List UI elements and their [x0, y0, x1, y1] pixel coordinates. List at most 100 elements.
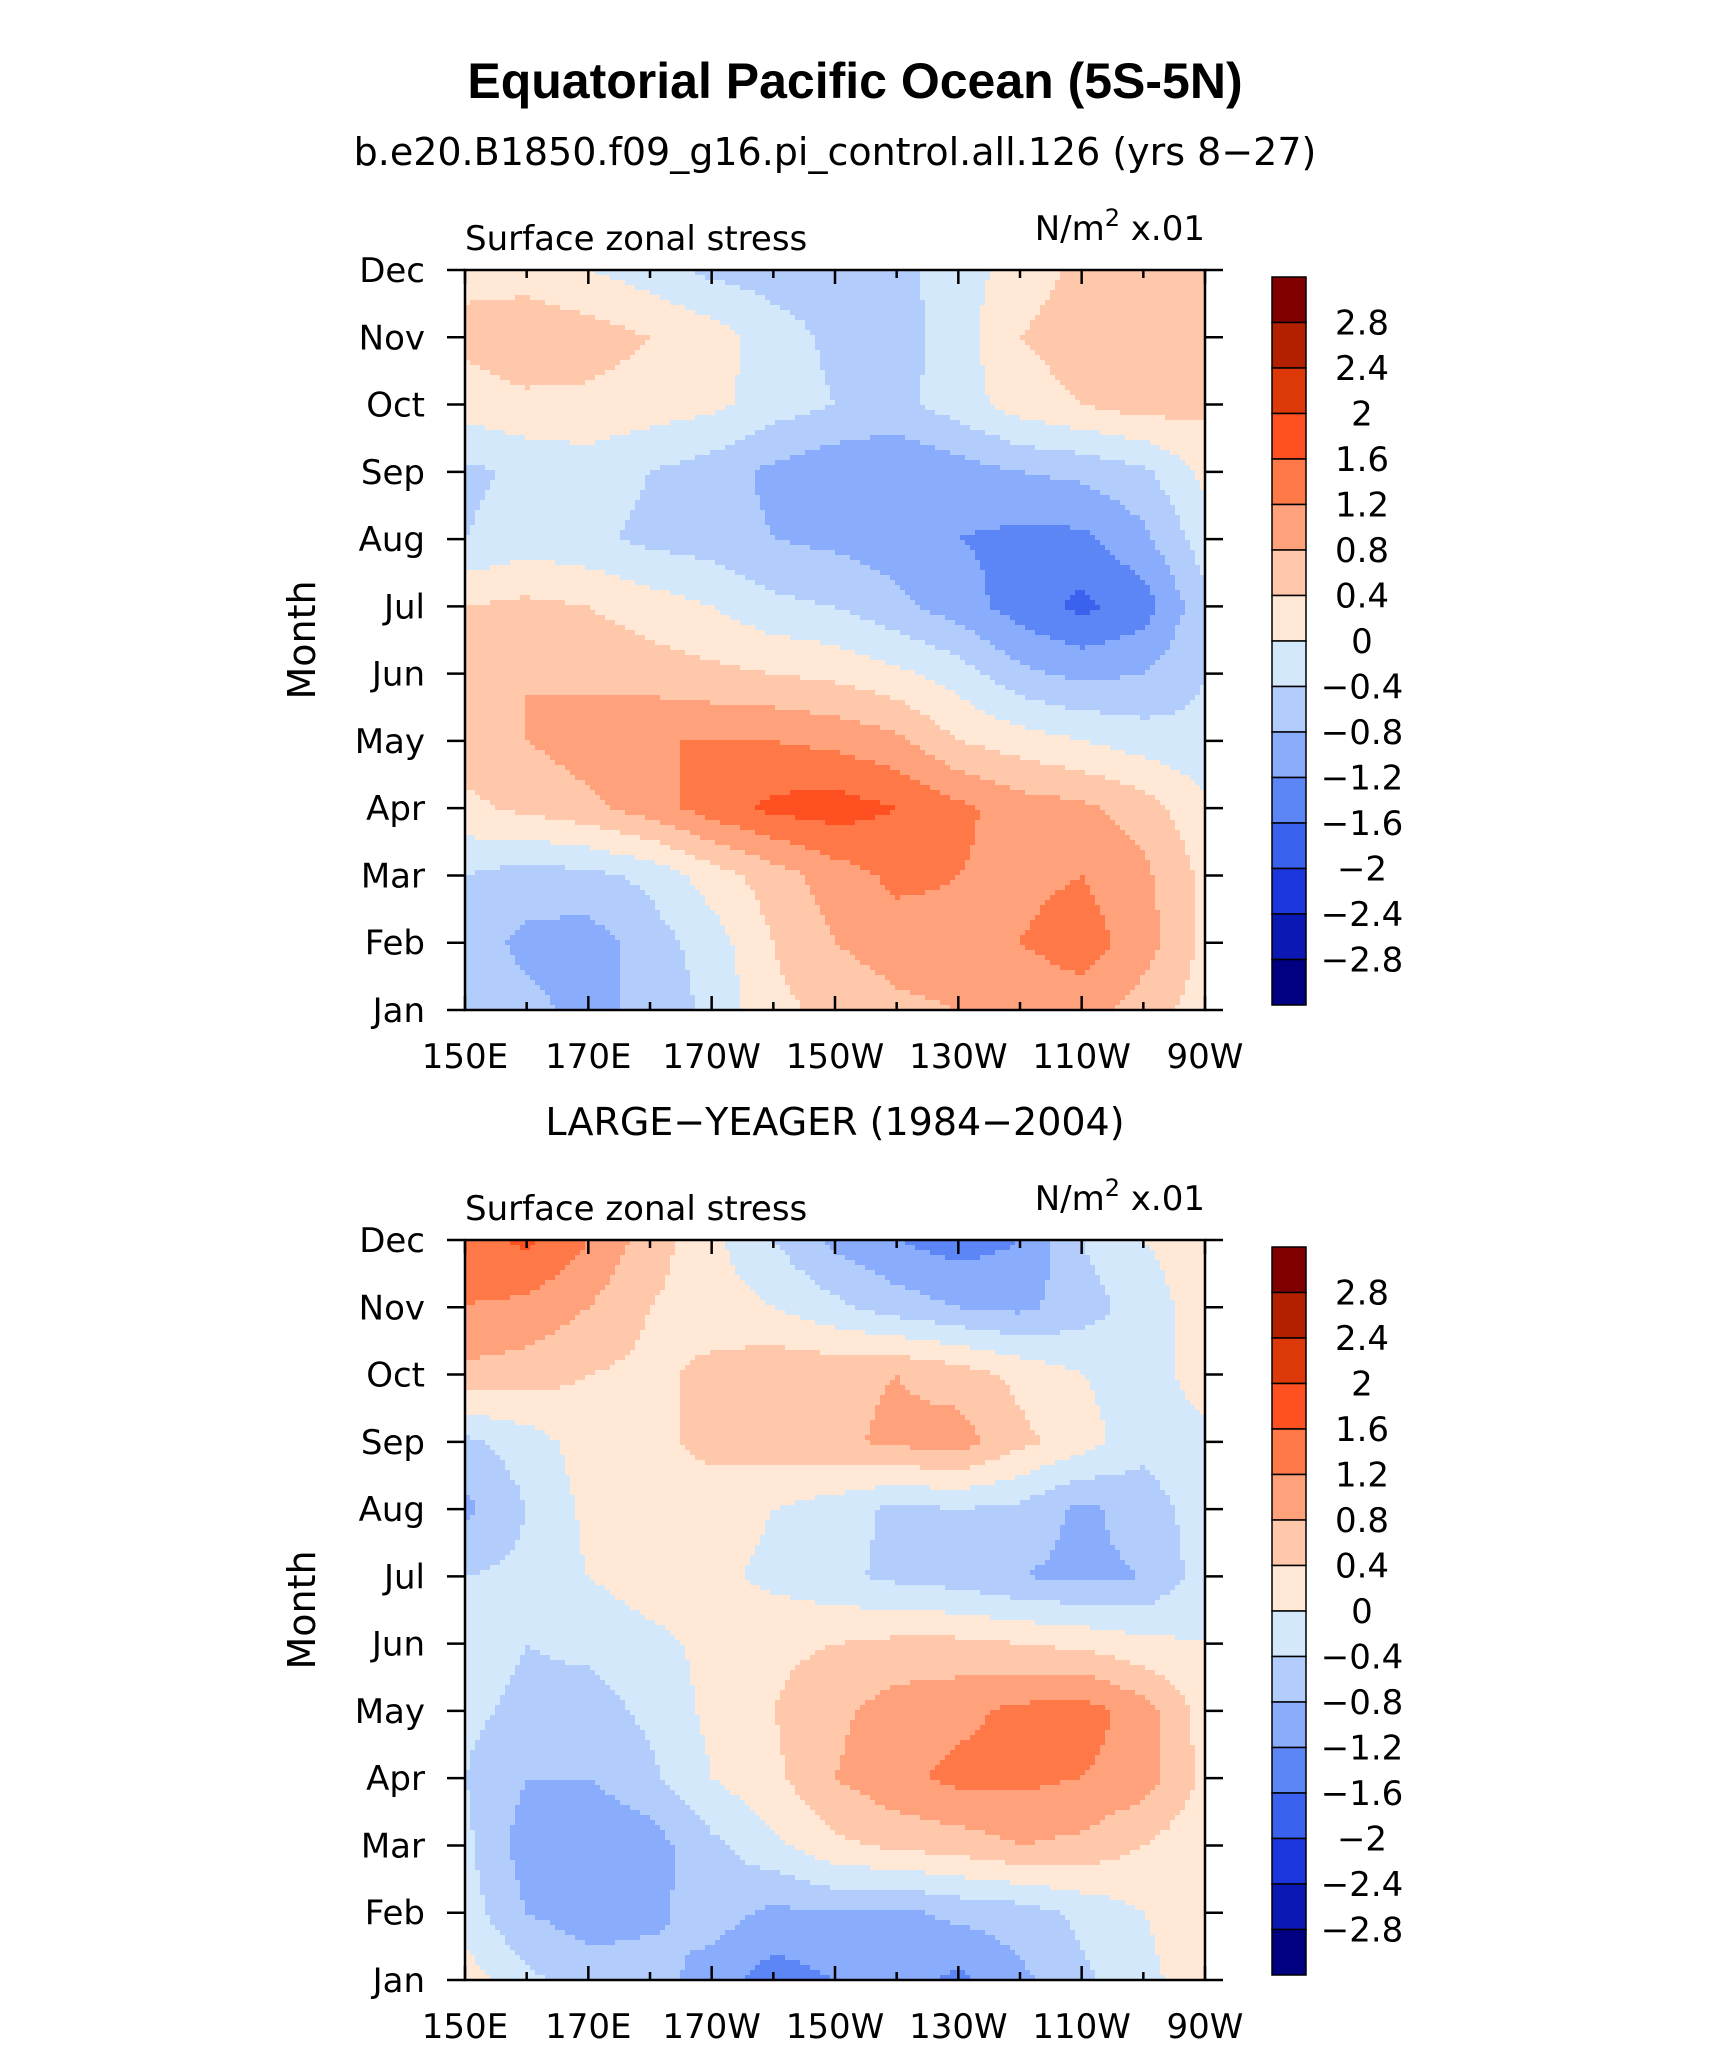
- heatmap-cell: [640, 320, 646, 326]
- heatmap-cell: [555, 310, 561, 316]
- heatmap-cell: [890, 330, 896, 336]
- heatmap-cell: [905, 305, 911, 311]
- heatmap-cell: [800, 330, 806, 336]
- heatmap-cell: [660, 330, 666, 336]
- heatmap-cell: [1075, 340, 1081, 346]
- heatmap-cell: [1095, 310, 1101, 316]
- heatmap-cell: [810, 305, 816, 311]
- heatmap-cell: [515, 285, 521, 291]
- heatmap-cell: [620, 285, 626, 291]
- heatmap-cell: [850, 300, 856, 306]
- heatmap-cell: [1140, 325, 1146, 331]
- heatmap-cell: [700, 295, 706, 301]
- heatmap-cell: [1140, 320, 1146, 326]
- heatmap-cell: [955, 325, 961, 331]
- heatmap-cell: [1105, 340, 1111, 346]
- heatmap-cell: [1030, 310, 1036, 316]
- heatmap-cell: [885, 305, 891, 311]
- heatmap-cell: [560, 275, 566, 281]
- heatmap-cell: [1190, 295, 1196, 301]
- heatmap-cell: [750, 300, 756, 306]
- heatmap-cell: [1065, 275, 1071, 281]
- heatmap-cell: [1170, 315, 1176, 321]
- heatmap-cell: [905, 310, 911, 316]
- heatmap-cell: [615, 315, 621, 321]
- heatmap-cell: [820, 335, 826, 341]
- heatmap-cell: [1075, 290, 1081, 296]
- heatmap-cell: [610, 285, 616, 291]
- heatmap-cell: [735, 330, 741, 336]
- heatmap-cell: [475, 280, 481, 286]
- heatmap-cell: [830, 290, 836, 296]
- heatmap-cell: [1055, 340, 1061, 346]
- heatmap-cell: [480, 275, 486, 281]
- heatmap-cell: [630, 335, 636, 341]
- heatmap-cell: [485, 290, 491, 296]
- heatmap-cell: [1085, 300, 1091, 306]
- heatmap-cell: [1150, 275, 1156, 281]
- heatmap-cell: [540, 320, 546, 326]
- heatmap-cell: [595, 325, 601, 331]
- heatmap-cell: [660, 345, 666, 351]
- heatmap-cell: [995, 295, 1001, 301]
- heatmap-cell: [635, 320, 641, 326]
- heatmap-cell: [1105, 325, 1111, 331]
- heatmap-cell: [820, 285, 826, 291]
- heatmap-cell: [640, 285, 646, 291]
- heatmap-cell: [865, 290, 871, 296]
- heatmap-cell: [1110, 310, 1116, 316]
- heatmap-cell: [970, 285, 976, 291]
- heatmap-cell: [665, 345, 671, 351]
- heatmap-cell: [1145, 325, 1151, 331]
- heatmap-cell: [850, 335, 856, 341]
- heatmap-cell: [900, 290, 906, 296]
- heatmap-cell: [565, 305, 571, 311]
- heatmap-cell: [505, 285, 511, 291]
- heatmap-cell: [875, 300, 881, 306]
- heatmap-cell: [1000, 275, 1006, 281]
- heatmap-cell: [775, 295, 781, 301]
- heatmap-cell: [770, 280, 776, 286]
- heatmap-cell: [880, 290, 886, 296]
- heatmap-cell: [820, 300, 826, 306]
- heatmap-cell: [545, 345, 551, 351]
- heatmap-cell: [670, 275, 676, 281]
- heatmap-cell: [555, 325, 561, 331]
- heatmap-cell: [1045, 280, 1051, 286]
- heatmap-cell: [630, 285, 636, 291]
- heatmap-cell: [485, 325, 491, 331]
- heatmap-cell: [645, 305, 651, 311]
- heatmap-cell: [1100, 280, 1106, 286]
- heatmap-cell: [845, 330, 851, 336]
- heatmap-cell: [815, 310, 821, 316]
- heatmap-cell: [505, 290, 511, 296]
- heatmap-cell: [765, 340, 771, 346]
- heatmap-cell: [1080, 315, 1086, 321]
- heatmap-cell: [1100, 290, 1106, 296]
- heatmap-cell: [835, 295, 841, 301]
- heatmap-cell: [490, 345, 496, 351]
- heatmap-cell: [935, 315, 941, 321]
- heatmap-cell: [950, 285, 956, 291]
- heatmap-cell: [1135, 315, 1141, 321]
- heatmap-cell: [1125, 275, 1131, 281]
- heatmap-cell: [695, 325, 701, 331]
- heatmap-cell: [905, 275, 911, 281]
- heatmap-cell: [1105, 310, 1111, 316]
- heatmap-cell: [1070, 275, 1076, 281]
- heatmap-cell: [705, 340, 711, 346]
- heatmap-cell: [765, 345, 771, 351]
- heatmap-cell: [495, 280, 501, 286]
- heatmap-cell: [625, 320, 631, 326]
- heatmap-cell: [1160, 300, 1166, 306]
- heatmap-cell: [915, 315, 921, 321]
- heatmap-cell: [940, 330, 946, 336]
- heatmap-cell: [930, 315, 936, 321]
- heatmap-cell: [600, 300, 606, 306]
- heatmap-cell: [820, 340, 826, 346]
- heatmap-cell: [1045, 285, 1051, 291]
- heatmap-cell: [1020, 290, 1026, 296]
- heatmap-cell: [840, 290, 846, 296]
- heatmap-cell: [1170, 340, 1176, 346]
